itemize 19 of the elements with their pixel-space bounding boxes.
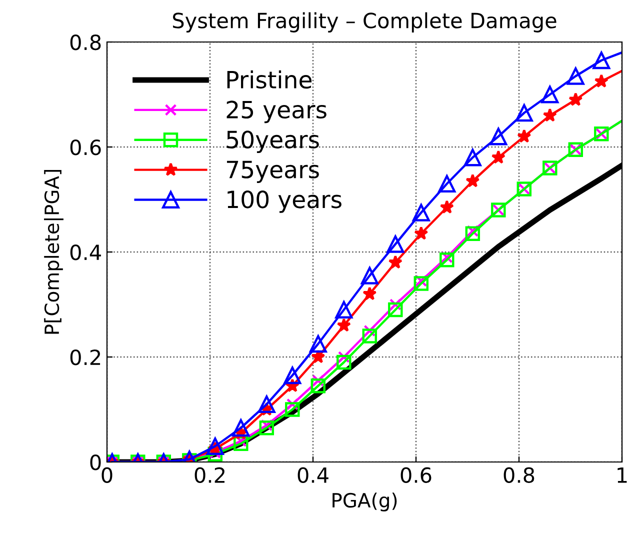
x-tick-label: 0 xyxy=(102,467,112,483)
y-axis-title: P[Complete|PGA] xyxy=(44,170,64,334)
y-tick-label: 0.2 xyxy=(70,349,100,366)
legend-label: 50years xyxy=(226,130,319,154)
x-tick-label: 0.4 xyxy=(298,467,328,483)
x-tick-label: 0.6 xyxy=(400,467,432,483)
x-tick-label: 0.2 xyxy=(194,467,224,483)
x-tick-label: 1 xyxy=(618,468,627,483)
chart-title: System Fragility – Complete Damage xyxy=(172,12,556,32)
y-tick-label: 0.8 xyxy=(70,34,101,50)
legend-label: 100 years xyxy=(228,190,342,213)
legend-label: 75years xyxy=(226,160,319,183)
legend-label: Pristine xyxy=(227,70,312,89)
y-tick-label: 0 xyxy=(90,454,101,470)
y-tick-label: 0.6 xyxy=(70,139,101,156)
y-tick-label: 0.4 xyxy=(70,244,101,260)
legend-label: 25 years xyxy=(226,100,326,124)
x-axis-title: PGA(g) xyxy=(332,492,397,512)
x-tick-label: 0.8 xyxy=(504,467,534,483)
